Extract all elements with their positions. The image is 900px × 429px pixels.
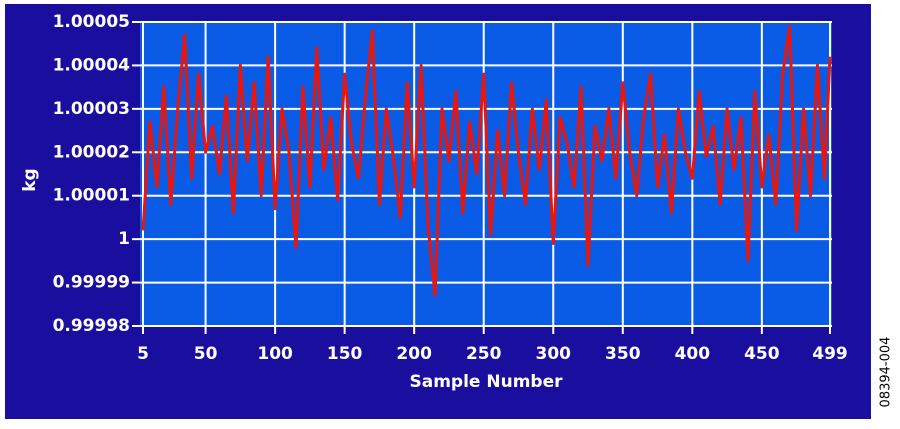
x-axis-label: Sample Number bbox=[410, 372, 564, 392]
plot-area bbox=[140, 22, 832, 327]
y-axis-label: kg bbox=[20, 168, 40, 191]
y-tick-label: 1.00002 bbox=[53, 142, 130, 162]
x-tick-label: 150 bbox=[327, 344, 363, 364]
figure-code: 08394-004 bbox=[879, 337, 894, 408]
y-tick-label: 1.00005 bbox=[53, 12, 130, 32]
x-tick-label: 5 bbox=[137, 344, 149, 364]
y-tick-label: 1.00003 bbox=[53, 99, 130, 119]
y-tick-label: 1 bbox=[118, 229, 130, 249]
x-tick-label: 300 bbox=[536, 344, 572, 364]
y-tick-label: 1.00001 bbox=[53, 186, 130, 206]
x-tick-label: 50 bbox=[194, 344, 218, 364]
x-tick-label: 400 bbox=[675, 344, 711, 364]
y-tick-label: 1.00004 bbox=[53, 55, 131, 75]
x-tick-label: 250 bbox=[466, 344, 502, 364]
x-tick-label: 200 bbox=[396, 344, 432, 364]
x-tick-label: 100 bbox=[257, 344, 293, 364]
x-tick-label: 350 bbox=[605, 344, 641, 364]
x-tick-label: 499 bbox=[812, 344, 848, 364]
x-tick-label: 450 bbox=[744, 344, 780, 364]
y-tick-label: 0.99999 bbox=[53, 273, 130, 293]
data-line bbox=[141, 24, 832, 298]
y-tick-label: 0.99998 bbox=[53, 316, 130, 336]
